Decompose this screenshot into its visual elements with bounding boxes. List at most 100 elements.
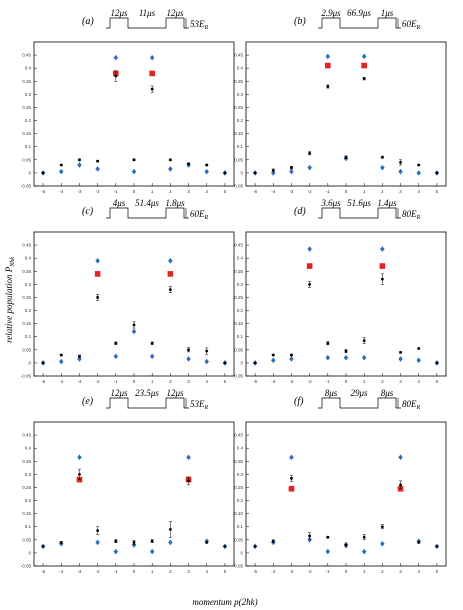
dot-point	[96, 296, 100, 299]
panel-5: -0.05 0 0.05 0.1 0.15 0.2 0.25 0.3 0.35 0.4 0.45 -5…	[233, 388, 447, 574]
dot-point	[59, 541, 63, 544]
x-tick-label: -3	[289, 569, 293, 574]
x-tick-label: 4	[417, 379, 420, 384]
x-tick-label: 3	[399, 379, 402, 384]
lattice-depth-sub: R	[204, 215, 209, 221]
x-tick-label: -1	[114, 379, 118, 384]
panel-4: -0.05 0 0.05 0.1 0.15 0.2 0.25 0.3 0.35 0.4 0.45 -5…	[21, 388, 235, 574]
x-tick-label: 1	[151, 379, 154, 384]
lattice-depth-value: 80E	[402, 399, 417, 409]
y-tick-label: 0.4	[237, 66, 244, 71]
diamond-point	[380, 540, 385, 547]
panel-label: (d)	[294, 206, 306, 217]
pulse-duration-t2: 11μs	[139, 8, 156, 18]
x-tick-label: 1	[363, 379, 366, 384]
square-point	[288, 485, 295, 492]
dot-point	[205, 541, 209, 544]
dot-point	[290, 476, 293, 480]
diamond-point	[289, 356, 294, 362]
y-tick-label: 0.35	[22, 269, 31, 274]
dot-point	[132, 541, 136, 544]
x-tick-label: -1	[326, 569, 330, 574]
diamond-point	[113, 54, 119, 61]
y-tick-label: 0	[28, 170, 31, 175]
dot-point	[362, 339, 366, 343]
y-tick-label: 0.3	[25, 92, 32, 97]
dot-point	[399, 351, 402, 354]
dot-point	[399, 483, 402, 487]
x-tick-label: 0	[133, 379, 136, 384]
y-tick-label: 0.2	[25, 308, 32, 313]
diamond-point	[77, 162, 82, 168]
y-tick-label: 0.1	[25, 334, 32, 339]
pulse-duration-t3: 1μs	[381, 8, 394, 18]
dot-point	[41, 544, 45, 548]
dot-point	[362, 77, 366, 81]
x-tick-label: 5	[224, 379, 227, 384]
diamond-point	[289, 168, 294, 175]
y-tick-label: 0.35	[234, 459, 243, 464]
dot-point	[150, 87, 154, 91]
y-tick-label: -0.05	[21, 184, 32, 189]
x-tick-label: 1	[151, 189, 154, 194]
y-tick-label: 0.3	[25, 472, 32, 477]
dot-point	[417, 347, 421, 350]
dot-point	[435, 544, 439, 548]
x-tick-label: -3	[77, 189, 81, 194]
diamond-point	[380, 164, 385, 171]
pulse-duration-t3: 1.4μs	[377, 198, 397, 208]
y-tick-label: -0.05	[233, 374, 244, 379]
dot-point	[380, 155, 384, 159]
diamond-point	[398, 356, 403, 362]
y-tick-label: 0.05	[22, 537, 31, 542]
y-tick-label: 0.25	[22, 105, 31, 110]
lattice-depth-value: 60E	[402, 19, 417, 29]
dot-point	[41, 361, 45, 365]
x-tick-label: 5	[436, 379, 439, 384]
dot-point	[223, 544, 227, 548]
dot-point	[78, 158, 81, 162]
lattice-depth: 53ER	[190, 19, 209, 31]
panels: -0.0500.050.10.150.20.250.30.350.40.45-5…	[21, 8, 447, 574]
dot-point	[41, 171, 45, 175]
lattice-depth-sub: R	[204, 405, 209, 411]
dot-point	[271, 353, 275, 357]
x-tick-label: 3	[187, 379, 190, 384]
square-point	[94, 271, 101, 277]
diamond-point	[398, 454, 403, 461]
panel-label: (f)	[294, 396, 304, 407]
y-tick-label: -0.05	[21, 374, 32, 379]
pulse-duration-t2: 51.6μs	[347, 198, 371, 208]
y-tick-label: 0.45	[234, 53, 243, 58]
diamond-point	[149, 353, 155, 360]
diamond-point	[289, 454, 294, 461]
x-tick-label: -4	[271, 379, 275, 384]
y-tick-label: 0.15	[22, 321, 31, 326]
diamond-point	[59, 168, 64, 175]
dot-point	[78, 354, 81, 358]
x-tick-label: 1	[151, 569, 154, 574]
y-tick-label: 0.4	[25, 66, 32, 71]
x-tick-label: -2	[96, 379, 100, 384]
x-tick-label: 2	[169, 189, 172, 194]
pulse-sequence	[106, 397, 189, 409]
y-tick-label: 0.45	[22, 433, 31, 438]
dot-point	[168, 527, 172, 531]
lattice-depth-sub: R	[204, 25, 209, 31]
plot-frame	[33, 231, 235, 377]
diamond-point	[168, 258, 173, 264]
dot-point	[114, 341, 118, 345]
y-tick-label: -0.05	[21, 564, 32, 569]
lattice-depth: 53ER	[190, 399, 209, 411]
y-tick-label: 0.25	[22, 485, 31, 490]
dot-point	[344, 349, 348, 353]
y-tick-label: 0.3	[25, 282, 32, 287]
y-tick-label: 0.4	[25, 446, 32, 451]
x-tick-label: 2	[169, 379, 172, 384]
dot-point	[362, 535, 366, 539]
x-tick-label: -1	[114, 569, 118, 574]
x-tick-label: 4	[417, 189, 420, 194]
y-tick-label: 0.25	[22, 295, 31, 300]
y-tick-label: 0.3	[237, 472, 244, 477]
